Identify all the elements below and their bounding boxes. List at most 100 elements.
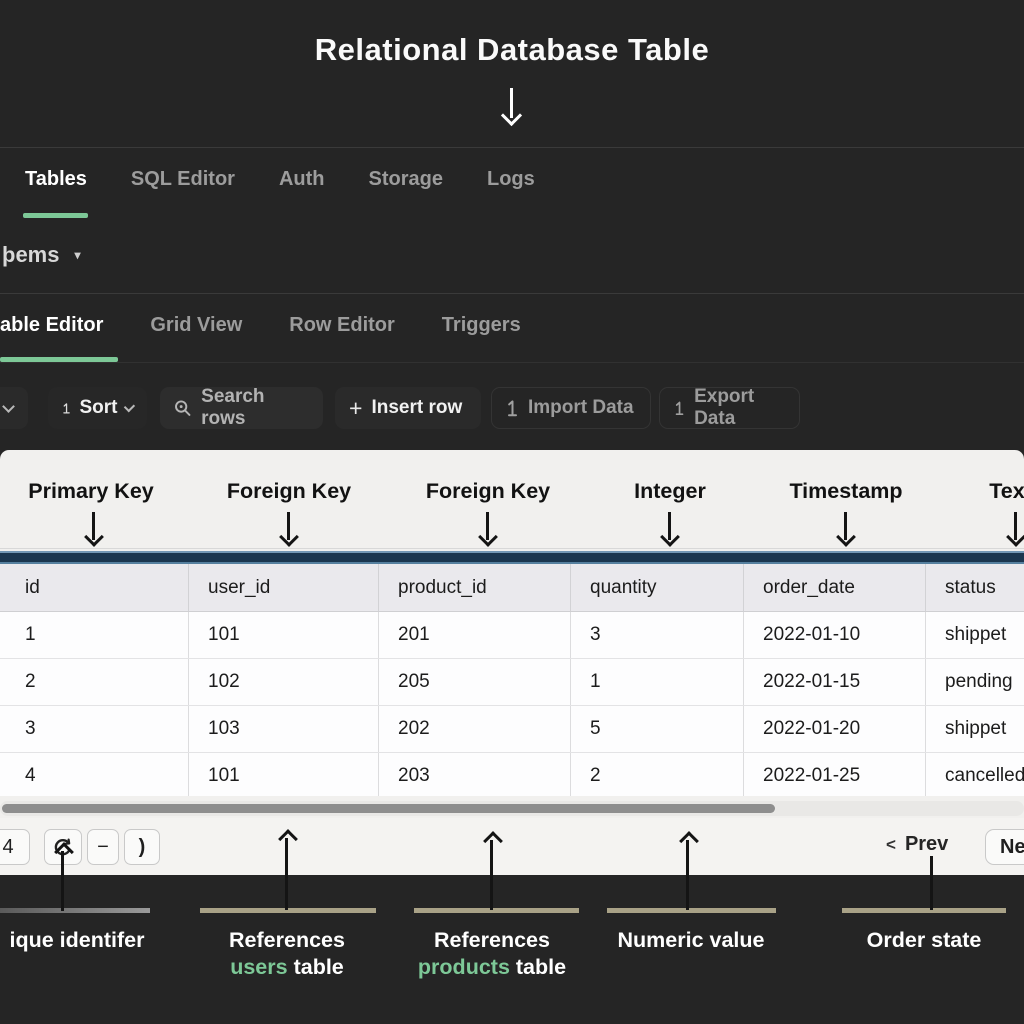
cell[interactable]: 2 — [571, 753, 744, 796]
annotation-accent-text: products — [417, 955, 510, 979]
column-header-quantity[interactable]: quantity — [571, 564, 744, 611]
horizontal-scrollbar-thumb[interactable] — [2, 804, 775, 813]
column-header-product-id[interactable]: product_id — [379, 564, 571, 611]
active-view-tab-underline — [0, 357, 118, 362]
annotation-text: References — [434, 928, 550, 952]
sort-button[interactable]: Sort — [48, 387, 147, 429]
column-annotation-foreign-key-1: Foreign Key — [226, 479, 352, 503]
annotation-line — [414, 908, 579, 913]
column-header-status[interactable]: status — [926, 564, 1024, 611]
cell[interactable]: 203 — [379, 753, 571, 796]
annotation-text: table — [515, 955, 567, 979]
column-header-order-date[interactable]: order_date — [744, 564, 926, 611]
chevron-down-icon — [2, 399, 15, 413]
divider — [0, 293, 1024, 294]
table-row[interactable]: 1 101 201 3 2022-01-10 shippet — [0, 612, 1024, 659]
collapse-rows-button[interactable]: − — [87, 829, 119, 865]
cell[interactable]: 2 — [0, 659, 189, 705]
prev-label: Prev — [904, 833, 949, 855]
divider — [0, 362, 1024, 363]
insert-row-button[interactable]: + Insert row — [335, 387, 481, 429]
plus-icon: + — [349, 394, 363, 421]
column-annotation-text: Tex — [989, 479, 1024, 503]
next-page-button[interactable]: Ne — [985, 829, 1024, 865]
table-footer-bar — [0, 818, 1024, 875]
cell[interactable]: 1 — [0, 612, 189, 658]
annotation-references-products: References products table — [397, 927, 587, 981]
annotation-accent-text: users — [230, 955, 288, 979]
tab-tables[interactable]: Tables — [25, 168, 87, 190]
cell[interactable]: 201 — [379, 612, 571, 658]
cell[interactable]: 4 — [0, 753, 189, 796]
cell[interactable]: 101 — [189, 753, 379, 796]
annotation-order-state: Order state — [866, 928, 982, 952]
insert-row-label: Insert row — [371, 397, 463, 418]
tab-triggers[interactable]: Triggers — [441, 314, 521, 336]
collapse-panel-button[interactable] — [0, 387, 28, 429]
page-title: Relational Database Table — [314, 32, 710, 67]
annotation-line — [607, 908, 776, 913]
refresh-icon — [54, 838, 71, 855]
cell[interactable]: 1 — [571, 659, 744, 705]
view-tab-bar: able Editor Grid View Row Editor Trigger… — [0, 314, 521, 337]
annotation-text: References — [229, 928, 345, 952]
import-icon — [508, 399, 517, 416]
cell[interactable]: 3 — [571, 612, 744, 658]
sort-label: Sort — [79, 397, 118, 418]
table-top-accent-bar — [0, 551, 1024, 564]
active-tab-underline — [23, 213, 88, 218]
search-icon — [175, 399, 191, 416]
table-header-row: id user_id product_id quantity order_dat… — [0, 564, 1024, 612]
cell[interactable]: shippet — [945, 624, 1007, 645]
tab-grid-view[interactable]: Grid View — [150, 314, 243, 336]
prev-page-button[interactable]: < Prev — [886, 833, 948, 856]
chevron-down-icon: ▾ — [74, 248, 81, 262]
divider — [0, 548, 1024, 549]
export-icon — [675, 401, 684, 415]
divider — [0, 147, 1024, 148]
chevron-left-icon: < — [886, 834, 896, 854]
cell[interactable]: 103 — [189, 706, 379, 752]
cell[interactable]: shippet — [945, 718, 1007, 739]
table-row[interactable]: 2 102 205 1 2022-01-15 pending — [0, 659, 1024, 706]
cell[interactable]: 101 — [189, 612, 379, 658]
table-row[interactable]: 4 101 203 2 2022-01-25 cancelled — [0, 753, 1024, 796]
cell[interactable]: 2022-01-10 — [744, 612, 926, 658]
cell[interactable]: 205 — [379, 659, 571, 705]
data-grid: id user_id product_id quantity order_dat… — [0, 564, 1024, 796]
table-row[interactable]: 3 103 202 5 2022-01-20 shippet — [0, 706, 1024, 753]
main-tab-bar: Tables SQL Editor Auth Storage Logs — [25, 168, 535, 191]
page-number-button[interactable]: 4 — [0, 829, 30, 865]
cell[interactable]: pending — [945, 671, 1013, 692]
column-annotation-foreign-key-2: Foreign Key — [425, 479, 551, 503]
annotation-numeric-value: Numeric value — [617, 928, 765, 952]
tab-storage[interactable]: Storage — [368, 168, 443, 190]
annotation-text: table — [293, 955, 344, 979]
import-data-button[interactable]: Import Data — [491, 387, 651, 429]
expand-button[interactable]: ) — [124, 829, 160, 865]
minus-icon: − — [97, 835, 109, 858]
column-annotation-primary-key: Primary Key — [28, 479, 154, 503]
export-data-button[interactable]: Export Data — [659, 386, 800, 429]
cell[interactable]: 102 — [189, 659, 379, 705]
column-annotation-timestamp: Timestamp — [789, 479, 903, 503]
column-header-id[interactable]: id — [0, 564, 189, 611]
import-data-label: Import Data — [528, 397, 634, 418]
tab-row-editor[interactable]: Row Editor — [289, 314, 395, 336]
cell[interactable]: 2022-01-20 — [744, 706, 926, 752]
cell[interactable]: cancelled — [945, 765, 1024, 786]
search-rows-button[interactable]: Search rows — [160, 386, 323, 429]
cell[interactable]: 5 — [571, 706, 744, 752]
tab-auth[interactable]: Auth — [278, 168, 325, 190]
tab-sql-editor[interactable]: SQL Editor — [130, 168, 235, 190]
column-header-user-id[interactable]: user_id — [189, 564, 379, 611]
cell[interactable]: 2022-01-15 — [744, 659, 926, 705]
table-selector-dropdown[interactable]: þems ▾ — [2, 242, 81, 268]
cell[interactable]: 3 — [0, 706, 189, 752]
cell[interactable]: 202 — [379, 706, 571, 752]
tab-table-editor[interactable]: able Editor — [0, 314, 104, 336]
cell[interactable]: 2022-01-25 — [744, 753, 926, 796]
search-rows-label: Search rows — [201, 386, 265, 429]
tab-logs[interactable]: Logs — [486, 168, 535, 190]
